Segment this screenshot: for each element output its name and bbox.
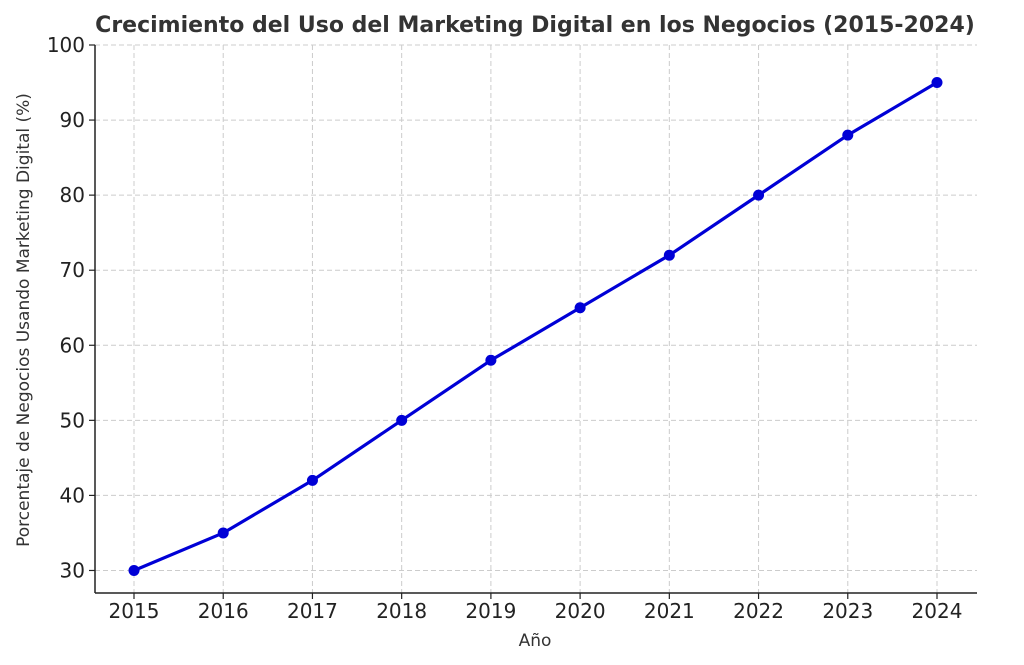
x-tick-label: 2024: [912, 599, 963, 623]
data-point-2022: [753, 189, 765, 201]
data-series: [128, 77, 943, 576]
x-tick-label: 2018: [376, 599, 427, 623]
chart-title: Crecimiento del Uso del Marketing Digita…: [95, 13, 975, 38]
data-point-2015: [128, 564, 140, 576]
x-tick-label: 2023: [822, 599, 873, 623]
x-tick-label: 2019: [465, 599, 516, 623]
y-tick-label: 80: [60, 183, 85, 207]
y-tick-label: 50: [60, 408, 85, 432]
x-tick-label: 2017: [287, 599, 338, 623]
data-point-2018: [396, 414, 408, 426]
y-tick-label: 40: [60, 483, 85, 507]
x-tick-label: 2016: [198, 599, 249, 623]
x-tick-label: 2021: [644, 599, 695, 623]
x-axis-label: Año: [519, 631, 552, 651]
data-point-2020: [574, 302, 586, 314]
x-tick-label: 2022: [733, 599, 784, 623]
grid-lines: [95, 44, 977, 593]
y-tick-label: 90: [60, 108, 85, 132]
data-point-2017: [306, 474, 318, 486]
data-point-2023: [842, 129, 854, 141]
x-tick-label: 2015: [109, 599, 160, 623]
y-tick-label: 100: [47, 33, 85, 57]
series-line: [133, 81, 938, 572]
data-point-2021: [663, 249, 675, 261]
axis-ticks: 2015 2016 2017 2018 2019 2020 2021 2022 2023 2024…: [47, 33, 963, 623]
y-axis-label: Porcentaje de Negocios Usando Marketing …: [14, 93, 34, 547]
x-tick-label: 2020: [555, 599, 606, 623]
data-point-2019: [485, 354, 497, 366]
y-tick-label: 60: [60, 333, 85, 357]
data-point-2016: [217, 527, 229, 539]
data-point-2024: [931, 77, 943, 89]
y-tick-label: 70: [60, 258, 85, 282]
y-tick-label: 30: [60, 558, 85, 582]
